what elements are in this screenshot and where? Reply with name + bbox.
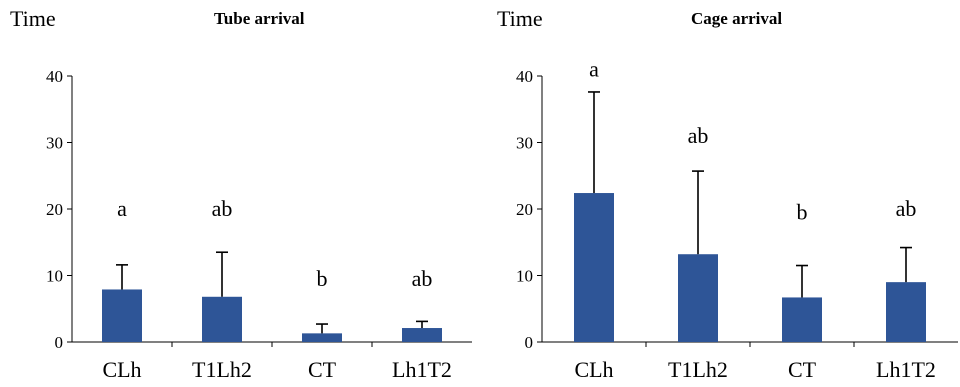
x-tick-label: CLh: [574, 357, 613, 382]
chart-panel-tube-arrival: Time Tube arrival 0 10 20 30 40 a CLh ab T1Lh2 b C…: [10, 6, 472, 382]
bar: [678, 254, 718, 342]
y-axis-label: Time: [10, 6, 56, 31]
x-tick-label: CT: [308, 357, 337, 382]
y-tick-label: 10: [516, 267, 533, 286]
significance-letter: a: [117, 196, 127, 221]
chart-plot: 0 10 20 30 40 a CLh ab T1Lh2 b CT ab Lh1T2: [516, 56, 958, 382]
x-tick-label: T1Lh2: [192, 357, 252, 382]
significance-letter: a: [589, 56, 599, 81]
y-tick-label: 30: [46, 134, 63, 153]
y-tick-label: 0: [525, 333, 534, 352]
significance-letter: b: [797, 199, 808, 224]
chart-title: Cage arrival: [691, 9, 783, 28]
chart-plot: 0 10 20 30 40 a CLh ab T1Lh2 b CT ab Lh1T2: [46, 67, 472, 382]
bar: [202, 296, 242, 342]
y-tick-label: 10: [46, 267, 63, 286]
chart-panel-cage-arrival: Time Cage arrival 0 10 20 30 40 a CLh ab T1Lh2 b C…: [480, 0, 960, 387]
bar: [782, 297, 822, 342]
x-tick-label: CLh: [102, 357, 141, 382]
chart-title: Tube arrival: [214, 9, 305, 28]
bar: [886, 282, 926, 342]
bar: [102, 289, 142, 342]
x-tick-label: T1Lh2: [668, 357, 728, 382]
bar: [574, 193, 614, 342]
bar: [402, 328, 442, 342]
y-tick-label: 20: [46, 200, 63, 219]
y-axis-label: Time: [497, 6, 543, 31]
y-tick-label: 40: [46, 67, 63, 86]
y-tick-label: 20: [516, 200, 533, 219]
x-tick-label: Lh1T2: [392, 357, 452, 382]
significance-letter: ab: [212, 196, 233, 221]
significance-letter: b: [317, 266, 328, 291]
significance-letter: ab: [896, 196, 917, 221]
x-tick-label: CT: [788, 357, 817, 382]
y-tick-label: 30: [516, 134, 533, 153]
significance-letter: ab: [412, 266, 433, 291]
significance-letter: ab: [688, 123, 709, 148]
bar: [302, 333, 342, 342]
y-tick-label: 40: [516, 67, 533, 86]
y-tick-label: 0: [55, 333, 64, 352]
x-tick-label: Lh1T2: [876, 357, 936, 382]
